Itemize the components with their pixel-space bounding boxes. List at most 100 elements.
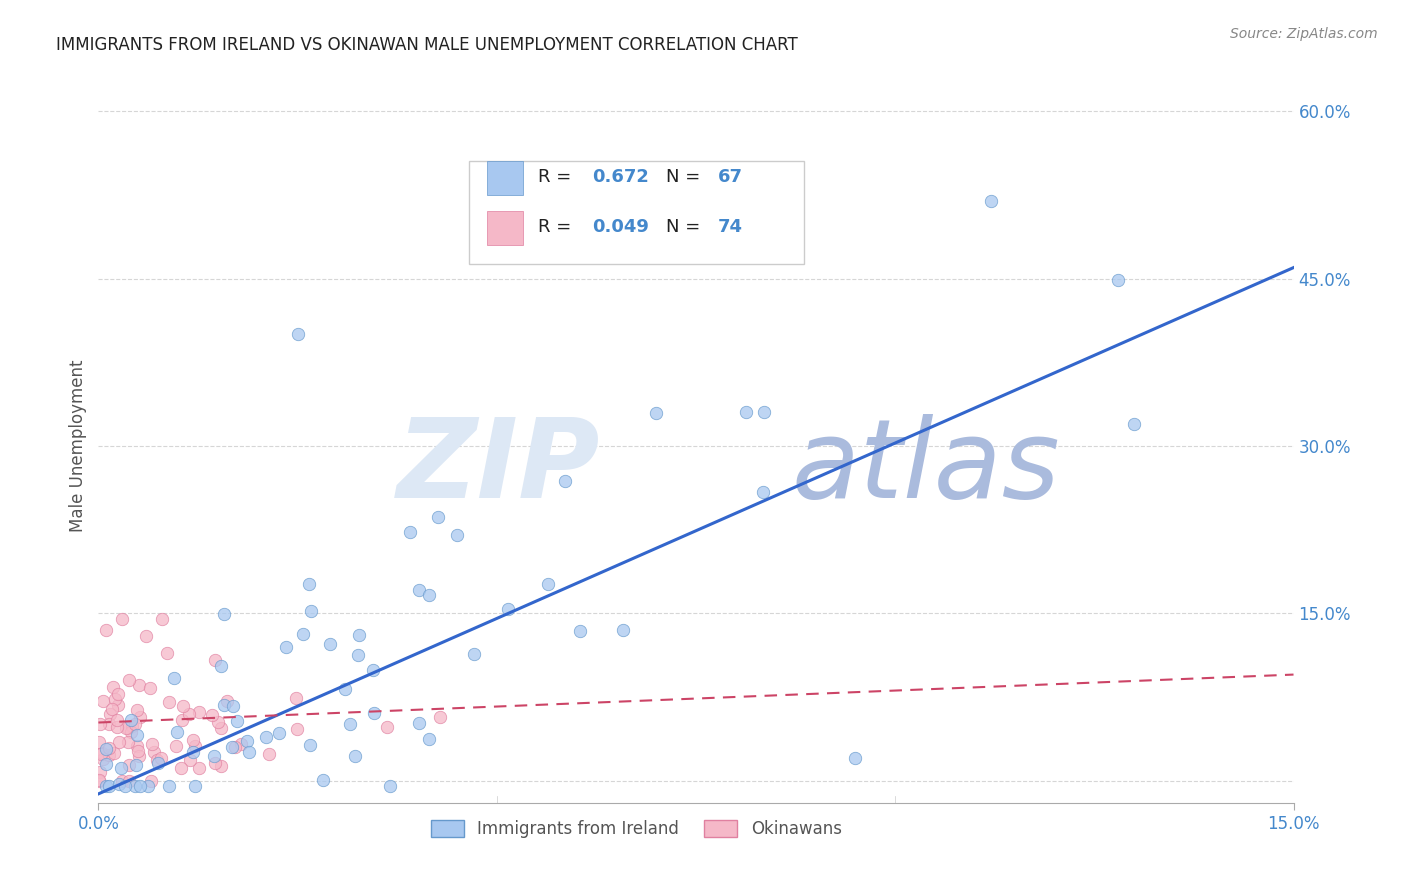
- Point: [118, 773, 141, 788]
- Point: [97, 748, 120, 763]
- Text: Source: ZipAtlas.com: Source: ZipAtlas.com: [1230, 27, 1378, 41]
- Point: [142, 745, 165, 759]
- Point: [129, 710, 152, 724]
- Point: [319, 638, 342, 652]
- Point: [101, 702, 124, 716]
- Text: ZIP: ZIP: [396, 414, 600, 521]
- Point: [184, 779, 207, 793]
- Text: R =: R =: [538, 218, 578, 235]
- Point: [89, 765, 111, 780]
- Point: [172, 713, 194, 727]
- FancyBboxPatch shape: [470, 161, 804, 264]
- Point: [107, 698, 129, 713]
- Point: [90, 747, 112, 761]
- Point: [135, 628, 157, 642]
- Point: [124, 716, 146, 731]
- Point: [209, 721, 232, 735]
- Point: [184, 739, 207, 754]
- Point: [127, 739, 149, 754]
- Point: [117, 722, 139, 736]
- Point: [188, 761, 211, 775]
- Point: [236, 734, 259, 748]
- Point: [224, 739, 246, 754]
- Point: [139, 773, 162, 788]
- Text: atlas: atlas: [792, 414, 1060, 521]
- Point: [136, 779, 159, 793]
- Point: [110, 761, 132, 775]
- Point: [980, 194, 1002, 208]
- Point: [107, 777, 129, 791]
- Point: [98, 779, 121, 793]
- Point: [408, 715, 430, 730]
- Point: [97, 717, 120, 731]
- Point: [121, 719, 143, 733]
- Point: [292, 627, 315, 641]
- Text: 67: 67: [717, 168, 742, 186]
- Point: [209, 658, 232, 673]
- Point: [201, 708, 224, 723]
- Point: [844, 751, 866, 765]
- Point: [124, 779, 146, 793]
- Point: [259, 747, 281, 761]
- Point: [166, 725, 188, 739]
- Point: [204, 653, 226, 667]
- Point: [118, 673, 141, 687]
- Point: [96, 623, 118, 637]
- Point: [298, 739, 321, 753]
- Point: [299, 604, 322, 618]
- Point: [139, 681, 162, 695]
- Point: [269, 726, 291, 740]
- Point: [181, 745, 204, 759]
- Point: [209, 759, 232, 773]
- Point: [165, 739, 187, 754]
- Point: [114, 779, 136, 793]
- Point: [207, 714, 229, 729]
- Point: [183, 732, 205, 747]
- Point: [177, 707, 200, 722]
- FancyBboxPatch shape: [486, 211, 523, 244]
- Point: [217, 694, 239, 708]
- Point: [128, 677, 150, 691]
- Point: [1123, 417, 1146, 431]
- Point: [172, 699, 194, 714]
- Point: [115, 721, 138, 735]
- Point: [752, 484, 775, 499]
- Point: [98, 706, 121, 721]
- Point: [128, 779, 150, 793]
- Point: [128, 748, 150, 763]
- Point: [427, 509, 450, 524]
- Point: [111, 612, 134, 626]
- Point: [97, 741, 120, 756]
- Point: [96, 741, 118, 756]
- Point: [125, 757, 148, 772]
- Point: [339, 717, 361, 731]
- Point: [221, 739, 243, 754]
- Point: [554, 474, 576, 488]
- Text: IMMIGRANTS FROM IRELAND VS OKINAWAN MALE UNEMPLOYMENT CORRELATION CHART: IMMIGRANTS FROM IRELAND VS OKINAWAN MALE…: [56, 36, 799, 54]
- Point: [120, 724, 142, 739]
- Point: [1107, 273, 1129, 287]
- Point: [105, 720, 128, 734]
- Point: [645, 405, 668, 419]
- Point: [89, 773, 111, 788]
- Point: [225, 714, 247, 728]
- Point: [222, 698, 245, 713]
- Point: [536, 576, 558, 591]
- Point: [149, 751, 172, 765]
- Point: [418, 731, 440, 746]
- Point: [375, 721, 398, 735]
- Point: [463, 647, 485, 661]
- Text: 0.049: 0.049: [592, 218, 650, 235]
- Point: [146, 753, 169, 767]
- Point: [179, 753, 201, 767]
- Point: [117, 735, 139, 749]
- Point: [569, 624, 592, 638]
- Point: [157, 779, 180, 793]
- Point: [127, 744, 149, 758]
- Point: [90, 746, 112, 760]
- Point: [496, 601, 519, 615]
- Point: [202, 748, 225, 763]
- Point: [754, 404, 776, 418]
- Point: [156, 646, 179, 660]
- Point: [274, 640, 297, 655]
